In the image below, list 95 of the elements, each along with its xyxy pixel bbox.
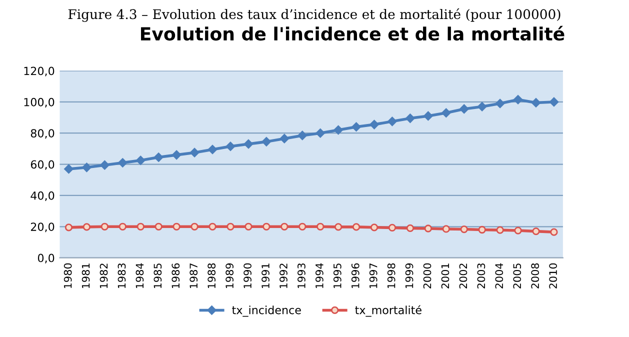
x-tick-label: 2001 (441, 264, 450, 288)
point (226, 142, 236, 151)
point (316, 128, 325, 138)
x-tick-label: 2008 (531, 263, 540, 288)
x-tick-label: 2002 (459, 264, 468, 288)
x-tick-label: 1990 (244, 263, 252, 288)
x-tick-label: 2005 (513, 264, 522, 288)
x-tick-label: 1994 (315, 263, 324, 288)
x-tick-label: 1988 (208, 263, 216, 288)
point (190, 148, 200, 158)
point (118, 222, 126, 230)
x-tick-label: 1996 (351, 263, 360, 288)
point (406, 114, 415, 123)
point (513, 94, 523, 104)
legend-label: tx_mortalité (355, 305, 422, 317)
point (442, 108, 451, 118)
x-tick-label: 1989 (226, 263, 234, 288)
point (549, 97, 559, 107)
point (370, 120, 379, 130)
x-tick-label: 1997 (369, 264, 378, 288)
chart-title: Evolution de l'incidence et de la mortalité (141, 26, 564, 41)
point (352, 122, 361, 132)
point (514, 226, 522, 234)
x-tick-label: 1981 (82, 264, 90, 288)
point (190, 222, 198, 230)
point (334, 223, 342, 231)
x-tick-label: 1986 (172, 263, 180, 288)
point (495, 98, 505, 108)
legend-label: tx_incidence (232, 306, 301, 317)
point (208, 222, 216, 230)
x-tick-label: 1995 (333, 264, 342, 288)
point (226, 222, 234, 230)
point (352, 223, 360, 231)
point (298, 222, 306, 230)
point (100, 160, 110, 170)
x-tick-label: 2003 (477, 264, 486, 288)
point (496, 226, 504, 234)
x-tick-label: 2000 (423, 263, 432, 288)
point (388, 116, 397, 126)
point (316, 222, 324, 230)
point (244, 139, 254, 149)
point (208, 144, 218, 154)
point (424, 111, 433, 121)
point (172, 150, 182, 160)
point (154, 152, 164, 162)
x-tick-label: 1983 (118, 264, 126, 288)
point (478, 226, 486, 234)
point (136, 156, 146, 166)
y-tick-label: 20,0 (30, 222, 54, 232)
point (118, 158, 128, 168)
x-tick-label: 1992 (280, 264, 288, 288)
point (100, 222, 109, 230)
y-tick-label: 120,0 (24, 66, 54, 76)
y-tick-label: 40,0 (30, 191, 54, 201)
point (334, 125, 343, 135)
x-tick-label: 1980 (64, 263, 72, 288)
point (406, 224, 414, 232)
caption: Figure 4.3 – Evolution des taux d’incidence et de mortalité (pour 100000) (68, 8, 560, 22)
x-tick-label: 1999 (405, 263, 414, 288)
x-tick-label: 1991 (262, 264, 270, 288)
point (532, 227, 540, 236)
point (136, 222, 144, 230)
point (298, 130, 307, 140)
point (477, 102, 487, 112)
point (64, 164, 74, 174)
y-tick-label: 0,0 (38, 254, 54, 264)
point (460, 225, 468, 234)
point (262, 137, 272, 146)
x-tick-label: 1987 (190, 264, 198, 288)
point (172, 222, 180, 230)
point (550, 228, 558, 236)
point (82, 162, 92, 172)
y-tick-label: 60,0 (30, 160, 54, 170)
point (280, 134, 290, 144)
point (82, 223, 91, 231)
point (64, 224, 73, 232)
point (388, 224, 396, 232)
x-tick-label: 2004 (495, 263, 504, 288)
x-tick-label: 1982 (100, 264, 108, 288)
point (424, 224, 432, 232)
x-tick-label: 2010 (549, 263, 557, 288)
x-tick-label: 1993 (298, 264, 306, 288)
point (531, 98, 541, 108)
point (280, 222, 288, 230)
point (459, 104, 469, 114)
point (244, 222, 252, 230)
point (154, 222, 162, 230)
x-tick-label: 1998 (387, 263, 396, 288)
x-tick-label: 1985 (154, 264, 162, 288)
point (442, 225, 450, 233)
point (262, 222, 270, 230)
y-tick-label: 100,0 (24, 98, 54, 108)
point (370, 224, 378, 232)
y-tick-label: 80,0 (30, 129, 54, 139)
x-tick-label: 1984 (136, 263, 144, 288)
